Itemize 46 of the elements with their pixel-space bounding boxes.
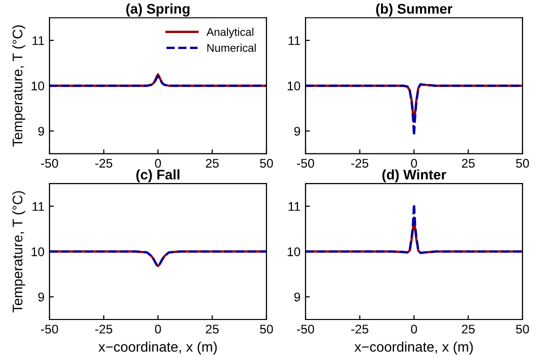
y-tick-label: 9 — [38, 292, 44, 302]
y-tick-label: 11 — [32, 202, 44, 211]
y-tick-label: 11 — [288, 36, 300, 45]
y-tick-label: 9 — [294, 292, 300, 302]
line-series — [306, 83, 522, 137]
y-tick-label: 10 — [288, 247, 300, 256]
y-tick-label: 10 — [288, 82, 300, 90]
x-tick-label: 25 — [206, 158, 219, 168]
y-tick-label: 9 — [294, 126, 300, 136]
x-tick-label: 50 — [516, 324, 529, 334]
y-axis-title: Temperature, T (°C) — [12, 191, 26, 312]
x-tick-label: 0 — [155, 158, 161, 168]
y-tick-label: 9 — [38, 126, 44, 136]
line-series — [50, 76, 266, 87]
x-tick-label: -25 — [351, 158, 368, 168]
x-tick-label: 50 — [260, 324, 273, 334]
y-tick-label: 10 — [32, 247, 44, 256]
x-tick-label: 25 — [462, 158, 475, 168]
legend-label: Analytical — [206, 28, 254, 38]
line-series — [50, 250, 266, 268]
legend-label: Numerical — [207, 44, 256, 52]
y-tick-label: 11 — [288, 202, 300, 211]
y-tick-label: 10 — [32, 82, 44, 90]
y-axis-title: Temperature, T (°C) — [12, 25, 26, 147]
x-tick-label: -50 — [41, 158, 58, 168]
x-tick-label: -25 — [95, 158, 112, 168]
x-tick-label: -25 — [95, 324, 112, 334]
x-tick-label: 50 — [260, 158, 273, 168]
x-tick-label: -50 — [297, 324, 314, 334]
x-tick-label: 0 — [155, 324, 161, 334]
x-tick-label: -25 — [351, 324, 368, 334]
x-tick-label: 0 — [411, 158, 417, 168]
x-tick-label: -50 — [41, 324, 58, 334]
chart-title: (b) Summer — [376, 4, 452, 16]
x-tick-label: -50 — [297, 158, 314, 168]
y-tick-label: 11 — [32, 36, 44, 45]
x-tick-label: 25 — [206, 324, 219, 334]
x-tick-label: 50 — [516, 158, 529, 168]
line-series — [306, 202, 522, 254]
x-axis-title: x−coordinate, x (m) — [98, 342, 217, 355]
x-tick-label: 25 — [462, 324, 475, 334]
chart-title: (c) Fall — [136, 169, 180, 182]
chart-title: (a) Spring — [126, 4, 190, 17]
chart-title: (d) Winter — [382, 169, 446, 182]
x-tick-label: 0 — [411, 324, 417, 334]
x-axis-title: x−coordinate, x (m) — [354, 342, 473, 355]
